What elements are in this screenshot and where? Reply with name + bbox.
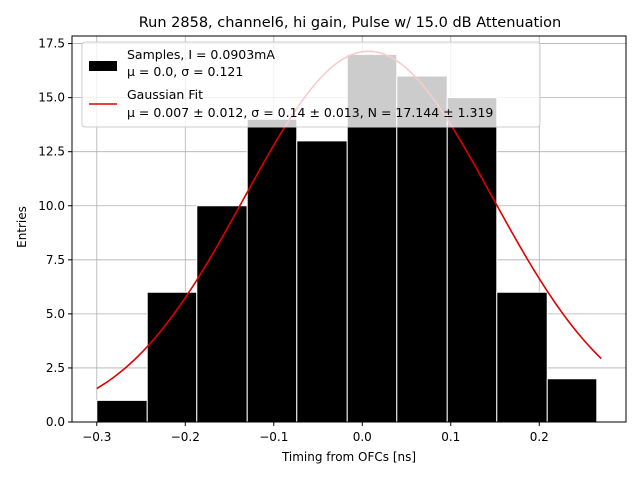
x-tick-label: 0.1 [441,430,460,444]
histogram-bar [196,205,248,423]
histogram-bar [296,140,348,423]
legend-fit-label: Gaussian Fit [127,87,203,102]
x-tick-label: −0.1 [259,430,288,444]
x-axis-label: Timing from OFCs [ns] [281,450,416,464]
y-tick-label: 0.0 [46,415,65,429]
axes-frame [71,35,627,423]
histogram-bar [96,399,148,423]
plot-area: −0.3 −0.2 −0.1 0.0 0.1 0.2 0.0 2.5 5.0 7.5 10.0 12.… [38,35,627,444]
x-tick-label: −0.2 [171,430,200,444]
y-tick-label: 12.5 [38,145,65,159]
histogram-bar [246,118,298,423]
legend: Samples, I = 0.0903mA μ = 0.0, σ = 0.121… [81,41,541,128]
histogram-bar [446,97,498,423]
x-tick-label: 0.0 [353,430,372,444]
histogram-bars [96,53,598,423]
y-tick-label: 15.0 [38,91,65,105]
histogram-bar [546,378,598,423]
histogram-bar [496,291,548,423]
histogram-bar [146,291,198,423]
legend-histogram-label: Samples, I = 0.0903mA [127,47,275,62]
histogram-bar [396,75,448,423]
legend-fit-params: μ = 0.007 ± 0.012, σ = 0.14 ± 0.013, N =… [127,105,493,120]
legend-histogram-swatch [89,61,117,71]
axis-ticks: −0.3 −0.2 −0.1 0.0 0.1 0.2 0.0 2.5 5.0 7.5 10.0 12.… [38,37,549,444]
y-tick-label: 10.0 [38,199,65,213]
legend-histogram-stats: μ = 0.0, σ = 0.121 [127,64,243,79]
chart-title: Run 2858, channel6, hi gain, Pulse w/ 15… [139,15,562,31]
y-tick-label: 7.5 [46,253,65,267]
x-tick-label: −0.3 [82,430,111,444]
y-tick-label: 2.5 [46,361,65,375]
x-tick-label: 0.2 [530,430,549,444]
y-axis-label: Entries [15,206,29,248]
y-tick-label: 17.5 [38,37,65,51]
y-tick-label: 5.0 [46,307,65,321]
legend-box [81,41,541,128]
